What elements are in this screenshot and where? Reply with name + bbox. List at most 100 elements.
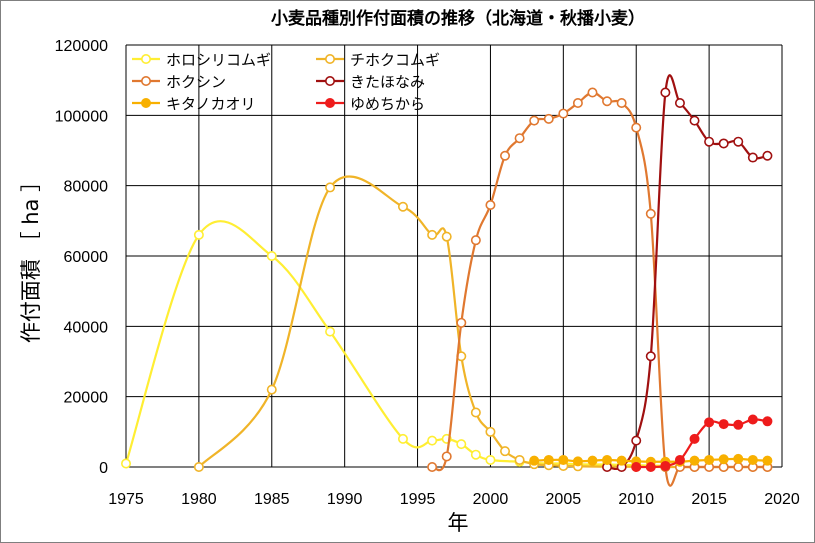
y-tick-label: 60000 <box>64 249 109 266</box>
data-point <box>514 454 525 465</box>
legend-item: キタノカオリ <box>132 95 256 113</box>
legend-label: キタノカオリ <box>166 95 256 113</box>
data-point <box>762 416 773 427</box>
data-point <box>558 108 569 119</box>
data-point <box>616 98 627 109</box>
data-point <box>193 229 204 240</box>
x-tick-label: 2000 <box>473 491 509 508</box>
y-axis-ticks: 0 20000 40000 60000 80000 100000 120000 <box>55 38 108 477</box>
series-0 <box>121 220 671 471</box>
data-point <box>645 351 656 362</box>
series-5 <box>631 414 773 472</box>
data-point <box>427 435 438 446</box>
data-point <box>733 419 744 430</box>
data-point <box>427 461 438 472</box>
data-point <box>689 433 700 444</box>
data-point <box>529 115 540 126</box>
y-tick-label: 100000 <box>55 108 108 125</box>
data-point <box>397 433 408 444</box>
data-point <box>485 200 496 211</box>
legend-swatch-marker <box>141 53 152 64</box>
data-point <box>485 426 496 437</box>
data-point <box>397 201 408 212</box>
data-point <box>500 150 511 161</box>
data-point <box>456 317 467 328</box>
data-point <box>470 407 481 418</box>
legend-item: チホクコムギ <box>316 51 440 69</box>
legend-label: ゆめちから <box>350 95 425 113</box>
data-point <box>689 115 700 126</box>
data-point <box>543 113 554 124</box>
data-point <box>325 182 336 193</box>
legend-swatch-marker <box>324 98 335 109</box>
x-tick-label: 1985 <box>254 491 290 508</box>
x-axis-label: 年 <box>448 511 469 535</box>
legend-label: チホクコムギ <box>350 51 440 69</box>
data-point <box>572 98 583 109</box>
data-point <box>718 419 729 430</box>
data-point <box>733 136 744 147</box>
data-point <box>747 454 758 465</box>
x-tick-label: 1980 <box>181 491 217 508</box>
data-point <box>441 231 452 242</box>
data-point <box>718 454 729 465</box>
data-point <box>674 98 685 109</box>
data-point <box>500 446 511 457</box>
series-2 <box>427 87 773 487</box>
x-tick-label: 2020 <box>764 491 800 508</box>
data-point <box>572 456 583 467</box>
legend-item: ホクシン <box>132 73 226 91</box>
series-line <box>124 220 666 467</box>
legend-item: ゆめちから <box>316 95 425 113</box>
data-point <box>689 455 700 466</box>
data-point <box>762 150 773 161</box>
data-point <box>674 454 685 465</box>
legend-label: ホクシン <box>166 73 226 91</box>
series-3 <box>602 74 773 472</box>
legend-label: きたほなみ <box>350 73 425 91</box>
x-axis-ticks: 1975 1980 1985 1990 1995 2000 2005 2010 2015 2020 <box>108 491 800 508</box>
data-point <box>631 122 642 133</box>
data-point <box>616 455 627 466</box>
data-point <box>529 455 540 466</box>
data-point <box>193 461 204 472</box>
y-tick-label: 120000 <box>55 38 108 55</box>
data-point <box>543 454 554 465</box>
data-point <box>718 138 729 149</box>
data-point <box>733 453 744 464</box>
data-point <box>485 454 496 465</box>
data-point <box>704 417 715 428</box>
data-point <box>427 229 438 240</box>
data-point <box>266 251 277 262</box>
data-point <box>704 136 715 147</box>
data-point <box>558 454 569 465</box>
data-point <box>441 451 452 462</box>
series-layer <box>121 74 773 487</box>
x-tick-label: 2005 <box>546 491 582 508</box>
x-tick-label: 1990 <box>327 491 363 508</box>
y-tick-label: 20000 <box>64 390 109 407</box>
data-point <box>747 152 758 163</box>
data-point <box>456 439 467 450</box>
legend-swatch-marker <box>141 76 152 87</box>
series-line <box>606 74 768 471</box>
data-point <box>660 460 671 471</box>
series-line <box>636 418 768 469</box>
data-point <box>121 458 132 469</box>
legend-item: きたほなみ <box>316 73 425 91</box>
legend-swatch-marker <box>324 76 335 87</box>
data-point <box>631 435 642 446</box>
legend-swatch-marker <box>324 53 335 64</box>
y-tick-label: 40000 <box>64 319 109 336</box>
series-line <box>431 91 768 487</box>
x-tick-label: 1975 <box>108 491 144 508</box>
data-point <box>660 87 671 98</box>
data-point <box>704 454 715 465</box>
data-point <box>470 449 481 460</box>
data-point <box>587 87 598 98</box>
data-point <box>514 133 525 144</box>
chart-title: 小麦品種別作付面積の推移（北海道・秋播小麦） <box>271 8 645 29</box>
